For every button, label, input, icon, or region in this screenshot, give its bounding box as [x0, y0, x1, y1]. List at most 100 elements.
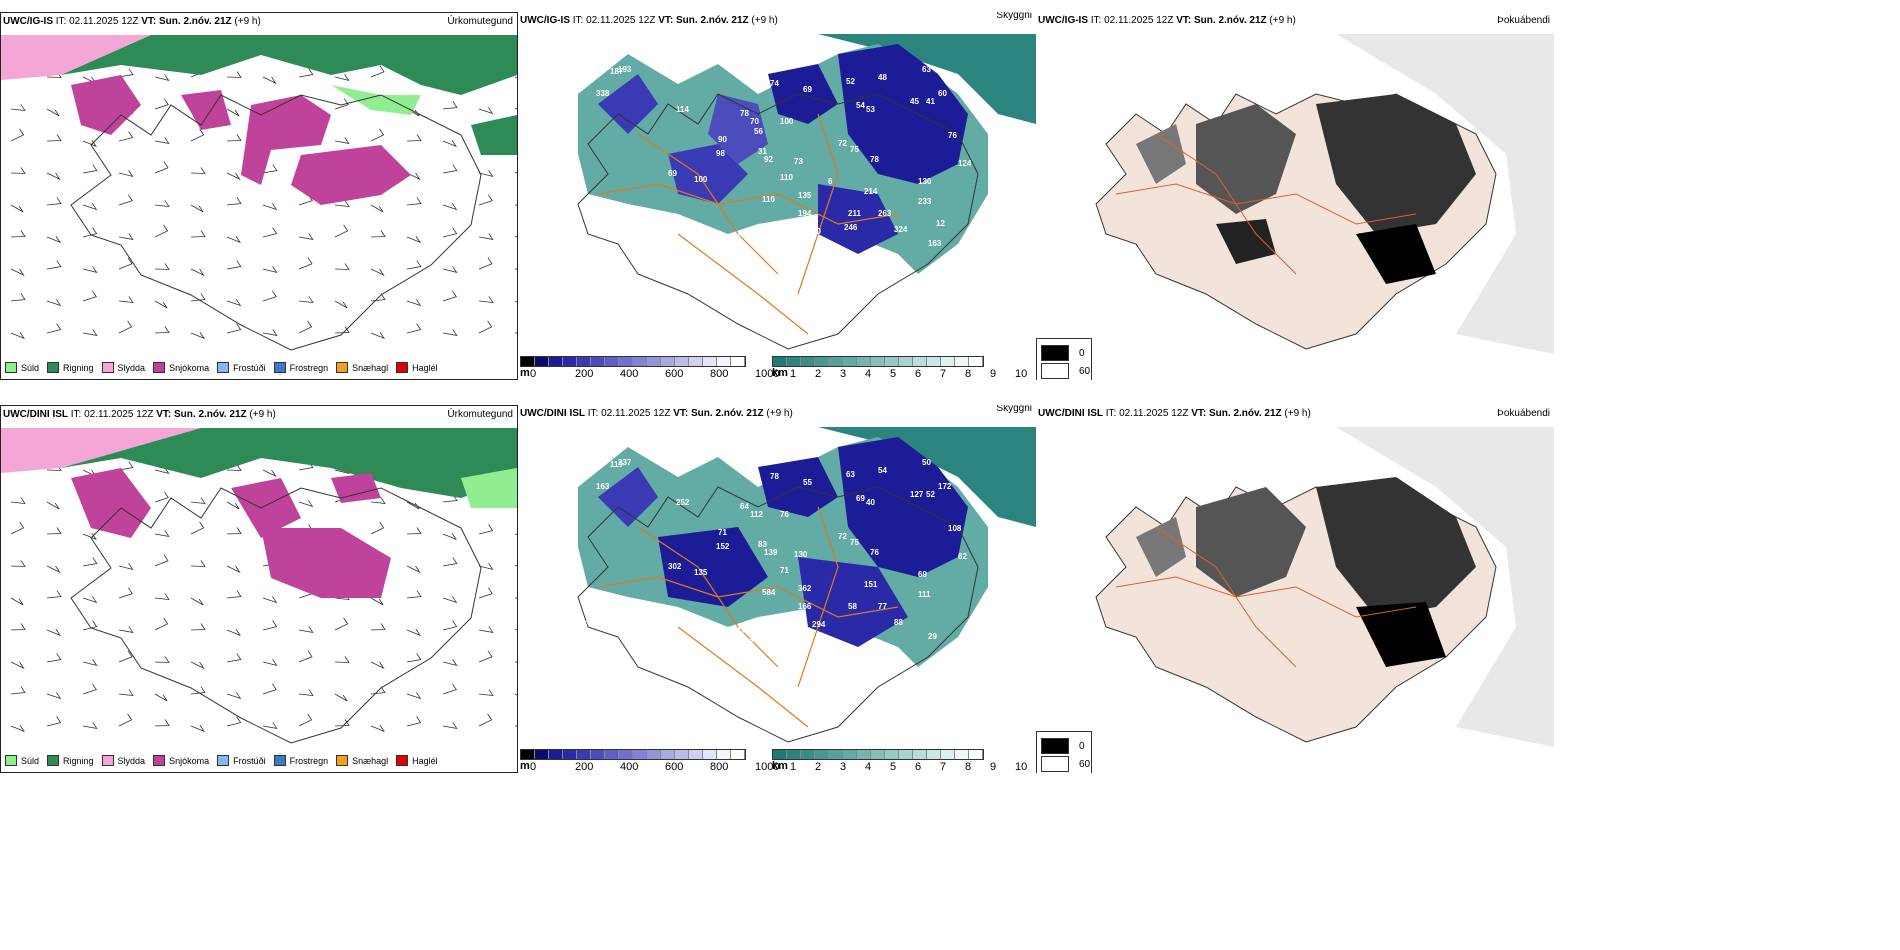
ceiling-label: 153 — [740, 638, 754, 647]
ceiling-label: 152 — [716, 542, 730, 551]
legend-swatch — [273, 362, 286, 373]
ceiling-label: 76 — [780, 510, 789, 519]
ceiling-label: 362 — [798, 584, 812, 593]
ceiling-label: 93 — [740, 245, 749, 254]
wind-barb — [190, 128, 205, 142]
ceiling-label: 114 — [676, 105, 689, 114]
colorbar-box — [605, 750, 619, 759]
legend-label: Snæhagl — [352, 362, 389, 373]
wind-barb — [298, 713, 313, 727]
colorbar-box — [843, 357, 857, 366]
wind-barb — [442, 290, 457, 302]
fog-key: 0 60 — [1036, 338, 1092, 380]
legend-label: Rigning — [63, 362, 94, 373]
wind-barb — [334, 98, 349, 110]
ceiling-label: 127 — [910, 490, 924, 499]
colorbar-box — [703, 357, 717, 366]
colorbar-box — [941, 750, 955, 759]
wind-barb — [190, 725, 206, 733]
wind-barb — [190, 521, 205, 535]
wind-barb — [226, 692, 242, 700]
legend-label: Snjókoma — [169, 362, 210, 373]
wind-barb — [262, 659, 278, 667]
ceiling-label: 151 — [864, 580, 878, 589]
wind-barb — [514, 693, 517, 696]
fog-key-value-0: 0 — [1079, 347, 1085, 359]
ceiling-label: 130 — [918, 177, 932, 186]
wind-barb — [370, 293, 386, 302]
wind-barb — [118, 689, 134, 696]
wind-barb — [478, 296, 494, 303]
wind-barb — [10, 597, 24, 606]
wind-barb — [154, 530, 170, 537]
ceiling-label: 110 — [780, 173, 793, 182]
wind-barb — [370, 230, 386, 238]
legend-label: Slydda — [117, 755, 146, 766]
precip-map — [1, 428, 517, 744]
wind-barb — [154, 719, 170, 727]
wind-barb — [442, 101, 458, 110]
colorbar-box — [633, 750, 647, 759]
wind-barb — [298, 296, 314, 303]
legend-label: Snæhagl — [352, 755, 389, 766]
wind-barb — [82, 329, 98, 336]
legend-label: Snjókoma — [169, 755, 210, 766]
ceiling-colorbar-boxes — [520, 356, 746, 367]
legend-item: Rigning — [47, 755, 94, 766]
ceiling-label: 100 — [780, 117, 794, 126]
legend-label: Haglél — [412, 362, 438, 373]
wind-barb — [118, 170, 134, 178]
wind-barb — [370, 623, 386, 631]
ceiling-label: 294 — [812, 620, 826, 629]
wind-barb — [262, 266, 278, 274]
legend-item: Snæhagl — [336, 362, 388, 373]
ceiling-label: 246 — [844, 223, 858, 232]
ceiling-label: 63 — [922, 65, 931, 74]
colorbar-box — [941, 357, 955, 366]
wind-barb — [10, 268, 25, 277]
ceiling-label: 76 — [986, 203, 995, 212]
colorbar-box — [843, 750, 857, 759]
wind-barb — [370, 725, 386, 733]
wind-barb — [190, 332, 206, 340]
colorbar-box — [647, 357, 661, 366]
ceiling-label: 193 — [618, 65, 632, 74]
ceiling-label: 78 — [870, 155, 879, 164]
legend-label: Slydda — [117, 362, 146, 373]
wind-barb — [10, 686, 26, 695]
colorbar-box — [801, 357, 815, 366]
ceiling-label: 119 — [610, 460, 623, 469]
colorbar-box — [549, 750, 563, 759]
wind-barb — [442, 227, 458, 238]
wind-barb — [190, 686, 206, 695]
wind-barb — [154, 593, 170, 600]
wind-barb — [226, 260, 242, 270]
wind-barb — [262, 290, 277, 302]
ceiling-label: 48 — [878, 73, 887, 82]
wind-barb — [370, 661, 385, 670]
precip-legend: Súld Rigning Slydda Snjókoma Frostúði Frostre… — [5, 362, 438, 373]
ceiling-label: 71 — [780, 566, 789, 575]
ceiling-label: 78 — [770, 472, 779, 481]
visibility-panel-top: UWC/IG-IS IT: 02.11.2025 12Z VT: Sun. 2.… — [518, 12, 1036, 380]
ceiling-label: 76 — [870, 548, 879, 557]
ceiling-label: 82 — [574, 227, 583, 236]
ceiling-label: 70 — [812, 227, 821, 236]
wind-barb — [370, 497, 386, 504]
colorbar-tick: 400 — [620, 368, 639, 380]
wind-barb — [82, 557, 98, 567]
wind-barb — [82, 140, 98, 148]
ceiling-label: 72 — [838, 139, 847, 148]
colorbar-box — [913, 750, 927, 759]
wind-barb — [10, 128, 25, 142]
ceiling-label: 54 — [856, 101, 865, 110]
wind-barb — [10, 497, 26, 504]
wind-barb — [406, 323, 422, 334]
wind-barb — [442, 596, 458, 604]
colorbar-box — [857, 750, 871, 759]
ceiling-label: 83 — [758, 540, 767, 549]
wind-barb — [514, 628, 517, 631]
ceiling-label: 584 — [762, 588, 776, 597]
colorbar-box — [927, 750, 941, 759]
wind-barb — [262, 596, 278, 604]
